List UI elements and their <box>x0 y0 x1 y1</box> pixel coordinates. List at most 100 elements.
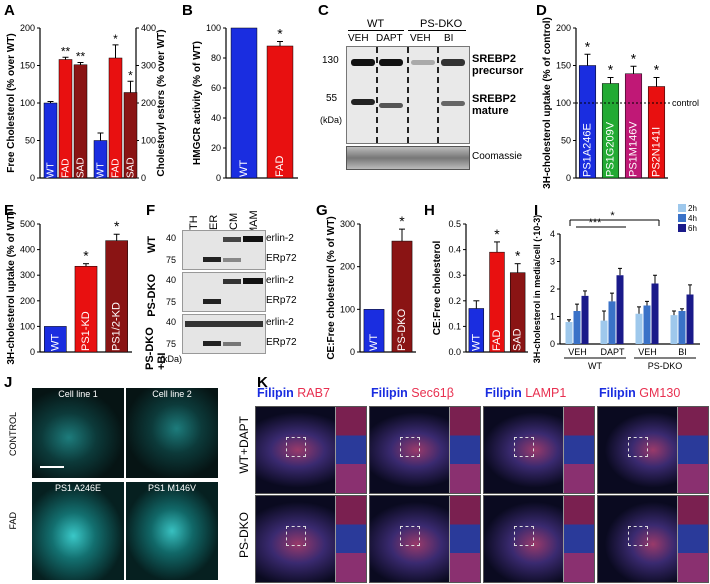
bar-label: PS2N141I <box>651 127 663 177</box>
legend-label: 4h <box>688 214 697 223</box>
j-row-control: CONTROL <box>8 412 18 457</box>
y-tick-label: 60 <box>211 83 221 93</box>
k-inset-strip <box>449 407 480 493</box>
bar-label: FAD <box>111 159 122 178</box>
y-tick-label: 400 <box>141 23 156 33</box>
panel-j: J CONTROL FAD Cell line 1 Cell line 2 PS… <box>0 372 225 584</box>
k-zoom-box <box>628 526 648 546</box>
panel-label-k: K <box>257 374 268 391</box>
bar-label: PS1-KD <box>80 311 92 351</box>
bar-label: FAD <box>274 156 286 177</box>
x-tick-label: VEH <box>568 347 587 357</box>
k-micrograph <box>369 406 481 494</box>
y-tick-label: 100 <box>206 23 221 33</box>
y-tick-label: 2 <box>550 284 555 294</box>
f-band2-dko: ERp72 <box>266 295 297 306</box>
f-band1-dkobi: erlin-2 <box>266 317 294 328</box>
y-tick-label: 0.4 <box>448 245 461 255</box>
y-tick-label: 0 <box>141 173 146 183</box>
f-fraction-th: TH <box>188 215 200 230</box>
f-fraction-cm: CM <box>228 212 240 230</box>
c-mw-130: 130 <box>322 55 339 66</box>
k-row-wtdapt: WT+DAPT <box>237 416 251 474</box>
bar-label: WT <box>49 334 61 351</box>
panel-h: H 0.0 0.1 0.2 0.3 0.4 0.5 CE:Free cholesterol W… <box>420 200 530 370</box>
y-axis-label: CE:Free cholesterol (% of WT) <box>326 216 337 359</box>
significance-mark: * <box>399 213 405 229</box>
y-tick-label: 0 <box>350 347 355 357</box>
c-lane-divider-3 <box>437 47 439 143</box>
k-zoom-box <box>400 526 420 546</box>
y-tick-label: 0 <box>216 173 221 183</box>
panel-label-g: G <box>316 202 328 219</box>
f-band <box>243 236 263 242</box>
y-tick-label: 400 <box>20 245 35 255</box>
panel-e: E 0 100 200 300 400 500 3H-cholesterol uptake … <box>0 200 140 370</box>
panel-f: F TH ER CM MAM WT PS-DKO PS-DKO +BI 40 7… <box>140 200 310 370</box>
panel-label-j: J <box>4 374 13 391</box>
f-mw-75-c: 75 <box>166 339 177 349</box>
y-tick-label: 0.2 <box>448 296 461 306</box>
k-micrograph <box>597 406 709 494</box>
f-band <box>203 257 221 262</box>
k-micrograph <box>255 495 367 583</box>
y-tick-label: 100 <box>20 321 35 331</box>
significance-mark: * <box>515 248 521 264</box>
k-zoom-box <box>400 437 420 457</box>
panel-label-a: A <box>4 2 15 19</box>
significance-mark: * <box>277 26 283 42</box>
significance-mark: * <box>494 226 500 242</box>
f-band <box>223 279 241 284</box>
f-band <box>203 341 221 346</box>
k-marker-label: RAB7 <box>297 386 330 400</box>
f-band1-dko: erlin-2 <box>266 275 294 286</box>
f-mw-75-a: 75 <box>166 255 177 265</box>
y-tick-label: 20 <box>211 143 221 153</box>
c-band-precursor-3 <box>411 60 435 65</box>
k-micrograph <box>369 495 481 583</box>
f-band <box>185 321 263 327</box>
x-tick-label: BI <box>678 347 687 357</box>
c-lane-3: VEH <box>410 33 431 44</box>
group-label-dko: PS-DKO <box>648 361 683 371</box>
f-kda: (kDa) <box>160 354 182 364</box>
y-tick-label: 3 <box>550 257 555 267</box>
y-tick-label: 100 <box>340 304 355 314</box>
panel-b: B 0 20 40 60 80 100 HMGCR activity (% of WT) WT… <box>178 0 308 195</box>
bar <box>573 311 581 344</box>
bar-label: PS1A246E <box>582 123 594 177</box>
bar <box>468 308 485 353</box>
k-filipin-label: Filipin <box>485 386 526 400</box>
f-mw-40-c: 40 <box>166 317 177 327</box>
bar-label: WT <box>238 160 250 177</box>
bar <box>600 320 608 344</box>
y-axis-label: 3H-cholesterol uptake (% of WT) <box>6 211 17 364</box>
panel-label-d: D <box>536 2 547 19</box>
c-lane-divider-1 <box>376 47 378 143</box>
k-header: Filipin RAB7 <box>257 386 330 400</box>
c-group-wt-line <box>348 30 404 31</box>
y-tick-label: 200 <box>340 262 355 272</box>
y-tick-label: 150 <box>20 61 35 71</box>
y-tick-label: 0 <box>550 339 555 349</box>
k-zoom-box <box>514 437 534 457</box>
significance-mark: * <box>585 38 591 54</box>
k-micrograph <box>255 406 367 494</box>
k-inset-strip <box>335 407 366 493</box>
y-tick-label: 100 <box>556 98 571 108</box>
f-row-wt: WT <box>146 236 158 254</box>
k-marker-label: GM130 <box>639 386 681 400</box>
panel-label-b: B <box>182 2 193 19</box>
y-tick-label: 40 <box>211 113 221 123</box>
y-tick-label: 1 <box>550 312 555 322</box>
chart-a: 0 50 100 150 200 0 100 200 300 400 Free Cholestero… <box>6 23 167 183</box>
panel-k: K WT+DAPT PS-DKO Filipin RAB7 Filipin Sec… <box>225 372 710 584</box>
c-band-mature-1 <box>351 99 375 105</box>
y-tick-label: 100 <box>141 136 156 146</box>
significance-mark: * <box>113 32 118 46</box>
c-coomassie-label: Coomassie <box>472 151 523 162</box>
j-image-cell-line-2: Cell line 2 <box>126 388 218 478</box>
y-tick-label: 50 <box>25 136 35 146</box>
k-inset-strip <box>449 496 480 582</box>
